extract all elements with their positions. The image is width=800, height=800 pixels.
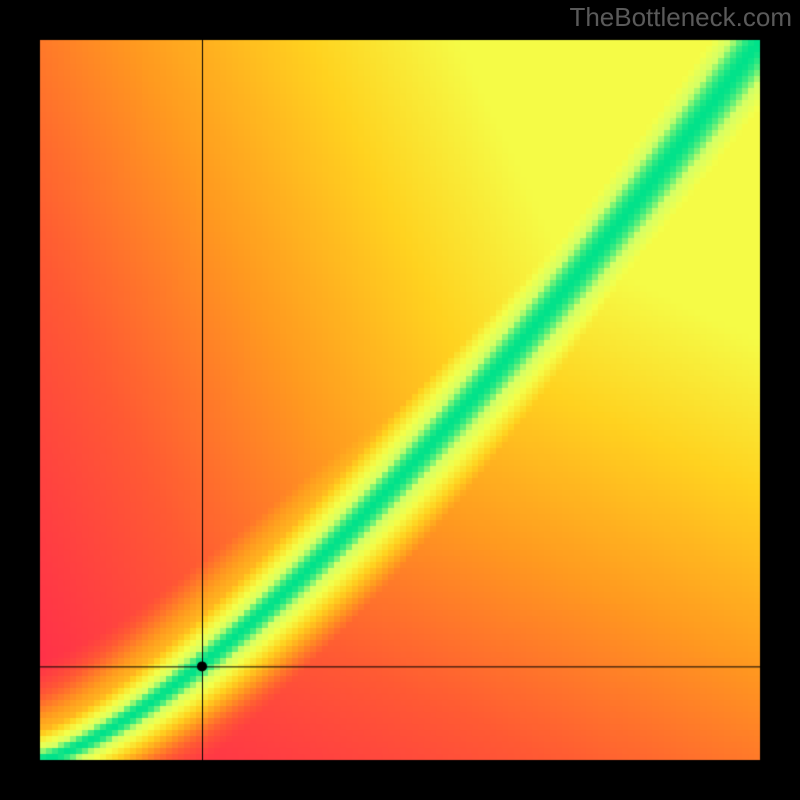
chart-container: TheBottleneck.com <box>0 0 800 800</box>
watermark-text: TheBottleneck.com <box>569 2 792 33</box>
bottleneck-heatmap <box>0 0 800 800</box>
